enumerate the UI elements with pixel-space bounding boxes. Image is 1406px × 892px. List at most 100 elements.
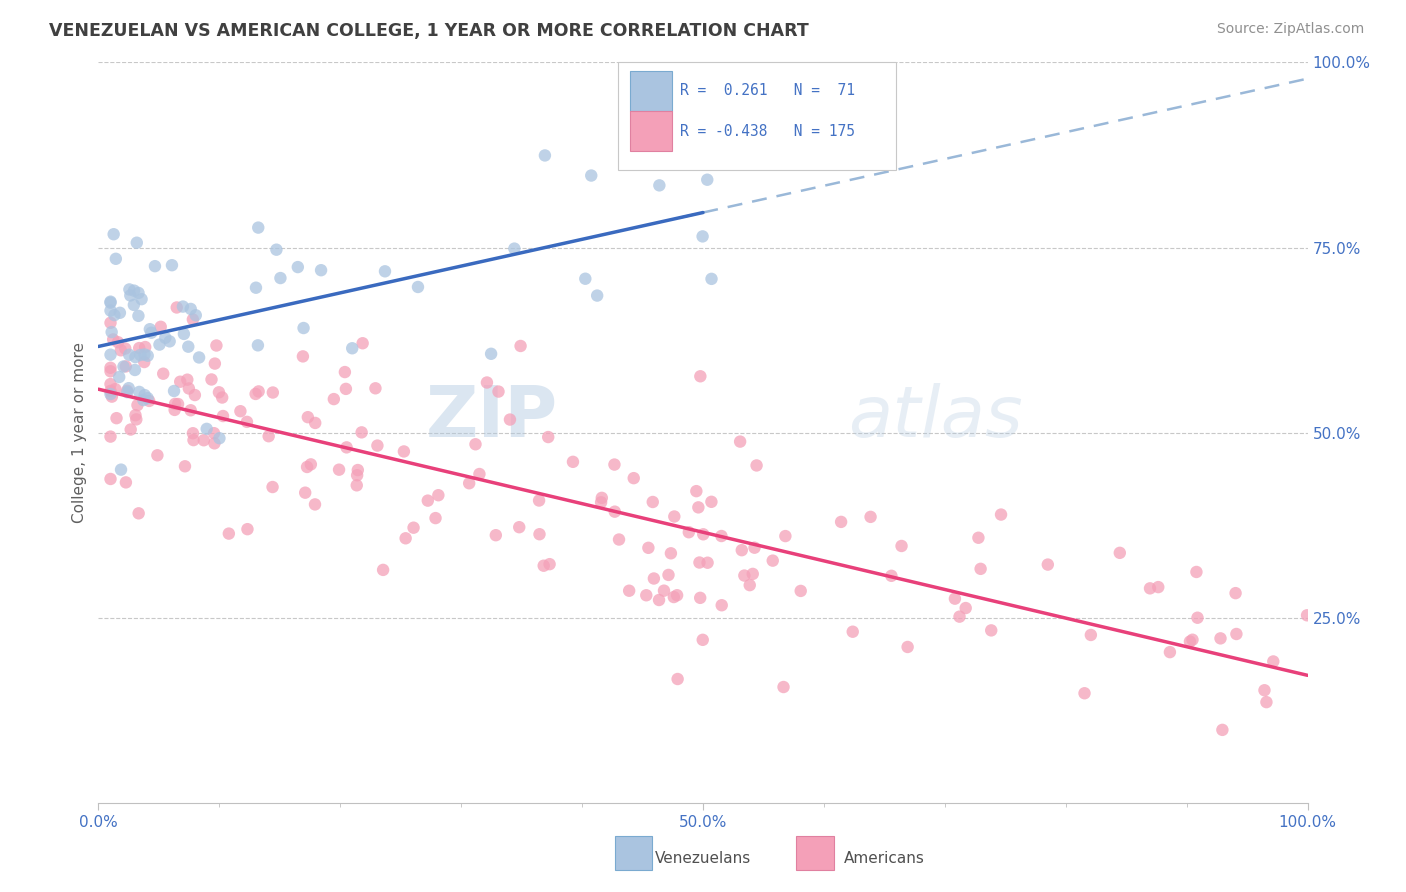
Point [499, 412, 522, 426]
Point [662, 590, 685, 604]
Point [581, 169, 603, 183]
Point [664, 509, 686, 524]
Point [425, 511, 447, 525]
Point [880, 569, 903, 583]
Point [762, 554, 785, 568]
Point [346, 468, 368, 483]
Point [990, 508, 1012, 522]
Point [733, 568, 755, 582]
Point [859, 509, 882, 524]
Point [696, 556, 718, 570]
Point [159, 334, 181, 349]
Point [134, 355, 156, 369]
Point [533, 558, 555, 573]
Point [636, 588, 658, 602]
Point [371, 563, 394, 577]
Point [266, 243, 288, 257]
Point [218, 526, 240, 541]
Point [304, 416, 326, 430]
Point [245, 281, 267, 295]
Point [100, 360, 122, 375]
Point [1159, 645, 1181, 659]
Point [710, 599, 733, 613]
Point [128, 341, 150, 355]
Point [136, 391, 159, 405]
Point [195, 422, 218, 436]
Point [100, 429, 122, 443]
Point [1296, 608, 1319, 623]
Point [118, 381, 141, 395]
Point [180, 403, 202, 417]
Point [124, 350, 146, 364]
Point [366, 439, 388, 453]
Point [1209, 632, 1232, 646]
Point [193, 434, 215, 448]
Point [127, 309, 149, 323]
Point [333, 365, 356, 379]
Point [342, 341, 364, 355]
Point [100, 364, 122, 378]
Point [745, 458, 768, 473]
Point [124, 408, 146, 422]
Text: Venezuelans: Venezuelans [655, 851, 751, 866]
Point [652, 583, 675, 598]
Point [623, 471, 645, 485]
Point [160, 258, 183, 272]
Point [731, 543, 754, 558]
Point [591, 495, 613, 509]
Point [107, 335, 129, 350]
Point [692, 632, 714, 647]
Point [1211, 723, 1233, 737]
Point [309, 263, 332, 277]
Point [509, 339, 531, 353]
Point [163, 384, 186, 398]
Point [738, 578, 761, 592]
Point [1181, 632, 1204, 647]
FancyBboxPatch shape [630, 112, 672, 152]
Point [115, 475, 138, 490]
Point [202, 426, 225, 441]
Point [1147, 580, 1170, 594]
Point [100, 387, 122, 401]
Point [1263, 655, 1285, 669]
Point [648, 593, 671, 607]
Point [591, 491, 613, 505]
Point [328, 463, 350, 477]
Point [122, 284, 145, 298]
Point [247, 384, 270, 399]
Point [897, 640, 920, 654]
Point [643, 572, 665, 586]
Point [104, 252, 127, 266]
Point [607, 533, 630, 547]
Point [775, 529, 797, 543]
Point [212, 409, 235, 423]
Point [678, 525, 700, 540]
Point [287, 260, 309, 274]
Point [176, 373, 198, 387]
Point [155, 331, 177, 345]
Text: VENEZUELAN VS AMERICAN COLLEGE, 1 YEAR OR MORE CORRELATION CHART: VENEZUELAN VS AMERICAN COLLEGE, 1 YEAR O… [49, 22, 808, 40]
Text: ZIP: ZIP [426, 384, 558, 452]
Point [352, 336, 374, 351]
Point [562, 455, 585, 469]
Point [245, 387, 267, 401]
Point [955, 601, 977, 615]
Point [117, 385, 139, 400]
Point [659, 546, 682, 560]
Point [100, 316, 122, 330]
Point [534, 148, 557, 162]
Point [688, 500, 710, 515]
Point [336, 441, 359, 455]
Point [485, 528, 508, 542]
Point [100, 325, 122, 339]
Point [148, 337, 170, 351]
Point [603, 505, 626, 519]
Point [229, 404, 252, 418]
Point [262, 385, 284, 400]
Point [101, 390, 124, 404]
Text: R =  0.261   N =  71: R = 0.261 N = 71 [681, 83, 855, 98]
Point [100, 384, 122, 398]
Point [105, 411, 128, 425]
Point [1036, 558, 1059, 572]
Point [508, 520, 530, 534]
